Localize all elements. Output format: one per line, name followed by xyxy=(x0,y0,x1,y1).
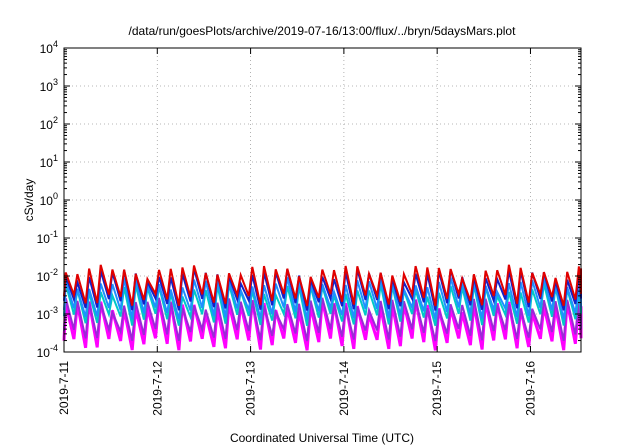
y-tick-label: 10-2 xyxy=(37,267,58,284)
series-layer xyxy=(62,264,583,351)
x-tick-label: 2019-7-15 xyxy=(430,361,444,416)
x-tick-label: 2019-7-14 xyxy=(337,361,351,416)
y-tick-label: 100 xyxy=(40,191,58,208)
series-line-3 xyxy=(63,283,582,327)
x-tick-label: 2019-7-16 xyxy=(523,361,537,416)
x-tick-label: 2019-7-13 xyxy=(244,361,258,416)
y-tick-label: 102 xyxy=(40,115,58,132)
axes: 10-4 10-3 10-2 10-1 100 101 102 103 104 2019-7-11… xyxy=(37,39,581,416)
series-line-5 xyxy=(63,268,582,311)
chart-title: /data/run/goesPlots/archive/2019-07-16/1… xyxy=(129,24,517,38)
series-line-2 xyxy=(63,297,582,342)
y-tick-label: 104 xyxy=(40,39,58,56)
grid xyxy=(64,48,581,352)
x-tick-label: 2019-7-11 xyxy=(57,361,71,415)
y-tick-label: 101 xyxy=(40,153,58,170)
series-line-1 xyxy=(62,299,583,351)
y-tick-label: 10-4 xyxy=(37,343,58,360)
series-line-4 xyxy=(63,277,582,320)
y-axis-label: cSv/day xyxy=(22,179,36,222)
x-tick-label: 2019-7-12 xyxy=(150,361,164,416)
series-line-6 xyxy=(63,264,582,307)
y-tick-label: 10-1 xyxy=(37,229,58,246)
y-tick-label: 10-3 xyxy=(37,305,58,322)
y-tick-label: 103 xyxy=(40,77,58,94)
x-axis-label: Coordinated Universal Time (UTC) xyxy=(230,431,414,445)
